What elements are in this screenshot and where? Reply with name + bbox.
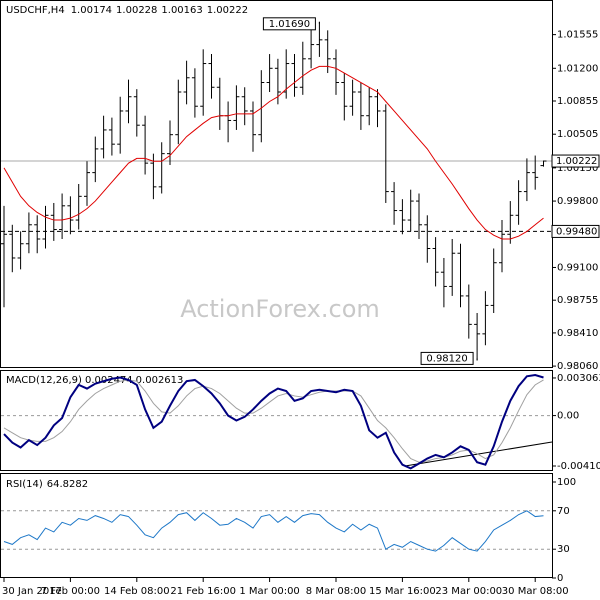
trough-box (420, 351, 474, 365)
trough-label: 0.98120 (426, 353, 467, 364)
y-tick-label: 1.01200 (557, 63, 598, 74)
high-value: 1.00228 (116, 5, 157, 16)
y-tick-label: 1.00855 (557, 96, 598, 107)
signal-value: 0.002613 (136, 375, 184, 386)
y-tick-label: 0.98755 (557, 295, 598, 306)
rsi-name: RSI(14) (6, 479, 43, 490)
y-tick-label: 30 (557, 544, 570, 555)
peak-label: 1.01690 (269, 19, 310, 30)
y-tick-label: 0.98410 (557, 328, 598, 339)
rsi-title: RSI(14) 64.8282 (6, 479, 88, 490)
y-tick-label: 70 (557, 506, 570, 517)
open-value: 1.00174 (71, 5, 112, 16)
x-tick-label: 30 Jan 2017 (2, 586, 62, 597)
price-label: 1.00222 (556, 156, 597, 167)
peak-box (262, 17, 316, 31)
x-tick-label: 1 Mar 00:00 (239, 586, 299, 597)
watermark: ActionForex.com (180, 295, 380, 323)
moving-average (3, 65, 544, 240)
y-tick-label: -0.004104 (557, 461, 600, 472)
y-tick-label: 1.00150 (557, 163, 598, 174)
level-box (551, 224, 600, 238)
symbol-name: USDCHF,H4 (6, 5, 65, 16)
y-tick-label: 0 (557, 573, 563, 584)
y-tick-label: 0.99100 (557, 262, 598, 273)
x-tick-label: 15 Mar 16:00 (369, 586, 436, 597)
level-label: 0.99480 (556, 226, 597, 237)
x-tick-label: 8 Mar 08:00 (306, 586, 366, 597)
macd-line (3, 374, 544, 470)
y-tick-label: 0.98060 (557, 361, 598, 372)
close-value: 1.00222 (207, 5, 248, 16)
macd-name: MACD(12,26,9) (6, 375, 82, 386)
y-tick-label: 0.003063 (557, 373, 600, 384)
symbol: USDCHF,H4 1.00174 1.00228 1.00163 1.00222 (6, 5, 248, 16)
x-tick-label: 23 Mar 00:00 (435, 586, 502, 597)
y-tick-label: 0.00 (557, 411, 579, 422)
x-tick-label: 7 Feb 00:00 (41, 586, 100, 597)
price-box (551, 154, 600, 168)
low-value: 1.00163 (161, 5, 202, 16)
x-tick-label: 30 Mar 08:00 (502, 586, 569, 597)
rsi-value: 64.8282 (47, 479, 88, 490)
price-panel (0, 0, 553, 368)
y-tick-label: 1.01555 (557, 30, 598, 41)
macd-signal (3, 379, 544, 463)
x-tick-label: 14 Feb 08:00 (104, 586, 170, 597)
macd-panel (0, 370, 553, 471)
rsi-line (3, 510, 544, 552)
y-tick-label: 1.00505 (557, 129, 598, 140)
x-tick-label: 21 Feb 16:00 (170, 586, 236, 597)
y-tick-label: 100 (557, 477, 576, 488)
rsi-panel (0, 473, 553, 578)
y-tick-label: 0.99800 (557, 196, 598, 207)
